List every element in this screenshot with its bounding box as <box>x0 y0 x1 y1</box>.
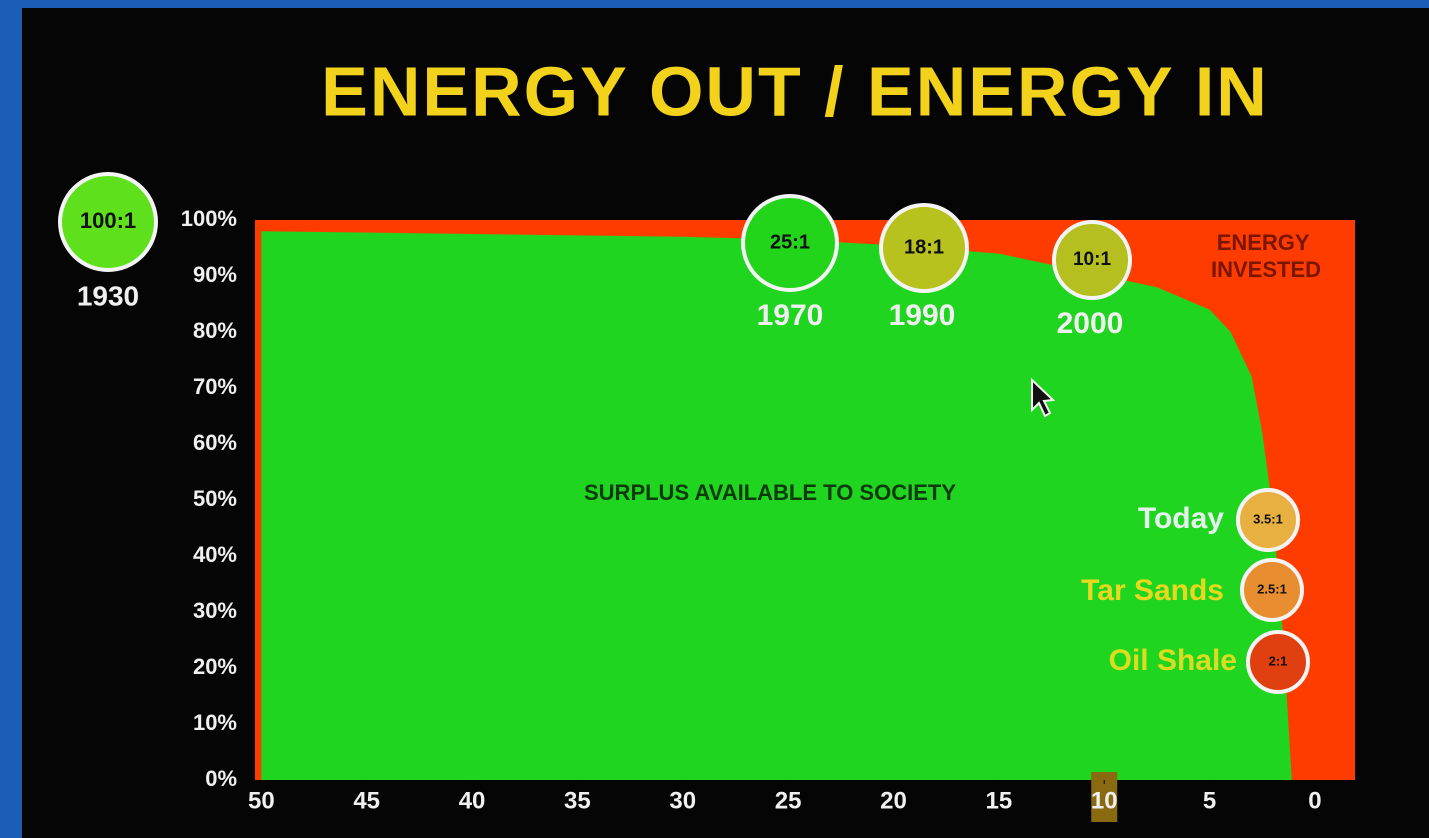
ratio-bubble <box>1052 220 1132 300</box>
y-tick-label: 40% <box>193 542 237 567</box>
x-tick-label: 30 <box>669 787 696 814</box>
ratio-bubble <box>1246 630 1310 694</box>
y-tick-label: 80% <box>193 318 237 343</box>
x-tick-label: 10 <box>1091 787 1118 814</box>
ratio-bubble <box>1240 558 1304 622</box>
ratio-bubble <box>1236 488 1300 552</box>
ratio-label: 3.5:1 <box>1253 511 1283 526</box>
ratio-label: 25:1 <box>770 231 810 253</box>
surplus-area <box>261 231 1292 780</box>
x-tick-label: 25 <box>775 787 802 814</box>
annotation-label: 2000 <box>1057 307 1124 340</box>
ratio-bubble <box>741 194 839 292</box>
ratio-bubble <box>879 203 969 293</box>
y-tick-label: 50% <box>193 486 237 511</box>
area-label: SURPLUS AVAILABLE TO SOCIETY <box>584 480 956 505</box>
annotation-label: 1990 <box>889 299 956 332</box>
y-tick-label: 100% <box>181 206 237 231</box>
x-tick-label: 40 <box>459 787 486 814</box>
y-tick-label: 60% <box>193 430 237 455</box>
x-tick-label: 50 <box>248 787 275 814</box>
annotation-label: Tar Sands <box>1081 574 1224 607</box>
ratio-label: 18:1 <box>904 236 944 258</box>
x-tick-label: 20 <box>880 787 907 814</box>
y-tick-label: 20% <box>193 654 237 679</box>
x-tick-label: 5 <box>1203 787 1216 814</box>
y-tick-label: 30% <box>193 598 237 623</box>
y-tick-label: 0% <box>205 766 237 791</box>
x-tick-label: 15 <box>986 787 1013 814</box>
ratio-bubble <box>58 172 158 272</box>
ratio-label: 10:1 <box>1073 249 1111 270</box>
ratio-label: 2.5:1 <box>1257 581 1287 596</box>
x-tick-label: 0 <box>1308 787 1321 814</box>
chart-title: ENERGY OUT / ENERGY IN <box>321 52 1269 130</box>
annotation-label: Today <box>1138 502 1224 535</box>
y-tick-label: 90% <box>193 262 237 287</box>
y-tick-label: 10% <box>193 710 237 735</box>
y-tick-label: 70% <box>193 374 237 399</box>
ratio-label: 100:1 <box>80 208 136 233</box>
ratio-label: 2:1 <box>1269 653 1288 668</box>
x-tick-label: 45 <box>353 787 380 814</box>
invested-label: ENERGY INVESTED <box>1211 230 1321 282</box>
mouse-cursor <box>1031 377 1056 418</box>
annotation-label: 1970 <box>757 299 824 332</box>
annotation-label: Oil Shale <box>1109 644 1237 677</box>
x-tick-label: 35 <box>564 787 591 814</box>
annotation-label: 1930 <box>77 280 139 311</box>
